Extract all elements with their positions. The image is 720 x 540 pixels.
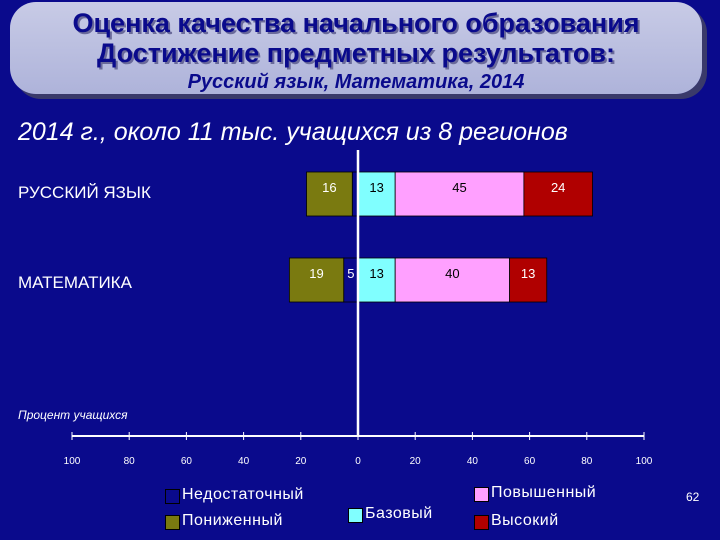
x-tick-label-3: 40 bbox=[238, 456, 250, 467]
legend-swatch-4 bbox=[474, 515, 489, 530]
bar-value-label-0-1: 16 bbox=[322, 180, 336, 195]
legend-swatch-3 bbox=[474, 487, 489, 502]
bar-value-label-1-1: 19 bbox=[309, 266, 323, 281]
bar-value-label-0-4: 24 bbox=[551, 180, 565, 195]
bars-group: 216134524519134013 bbox=[288, 171, 593, 303]
title-line-2: Достижение предметных результатов: bbox=[97, 38, 615, 68]
bar-value-label-0-3: 45 bbox=[452, 180, 466, 195]
legend-label-1: Пониженный bbox=[182, 512, 283, 529]
bar-0-2 bbox=[357, 171, 396, 217]
legend-swatch-1 bbox=[165, 515, 180, 530]
chart-subtitle: 2014 г., около 11 тыс. учащихся из 8 рег… bbox=[18, 118, 568, 146]
legend-label-3: Повышенный bbox=[491, 484, 597, 501]
bar-value-label-1-0: 5 bbox=[347, 266, 354, 281]
x-tick-label-0: 100 bbox=[64, 456, 81, 467]
bar-value-label-1-2: 13 bbox=[369, 266, 383, 281]
legend-label-4: Высокий bbox=[491, 512, 559, 529]
x-tick-label-9: 80 bbox=[581, 456, 593, 467]
category-label-russian: РУССКИЙ ЯЗЫК bbox=[18, 183, 151, 202]
bar-0-1 bbox=[306, 171, 353, 217]
bar-0-4 bbox=[523, 171, 593, 217]
bar-value-label-1-4: 13 bbox=[521, 266, 535, 281]
x-tick-label-2: 60 bbox=[181, 456, 193, 467]
bar-1-3 bbox=[394, 257, 510, 303]
x-axis-label: Процент учащихся bbox=[18, 408, 128, 422]
x-tick-label-1: 80 bbox=[124, 456, 136, 467]
x-tick-label-6: 20 bbox=[410, 456, 422, 467]
legend-label-2: Базовый bbox=[365, 505, 433, 522]
x-tick-label-7: 40 bbox=[467, 456, 479, 467]
title-banner: Оценка качества начального образования Д… bbox=[10, 2, 702, 94]
bar-1-1 bbox=[288, 257, 345, 303]
x-tick-label-5: 0 bbox=[355, 456, 361, 467]
title-line-1: Оценка качества начального образования bbox=[72, 8, 640, 38]
bar-1-4 bbox=[509, 257, 548, 303]
x-tick-label-10: 100 bbox=[636, 456, 653, 467]
legend-swatch-2 bbox=[348, 508, 363, 523]
category-label-math: МАТЕМАТИКА bbox=[18, 273, 132, 292]
legend-swatch-0 bbox=[165, 489, 180, 504]
slide-number: 62 bbox=[686, 490, 700, 504]
x-ticks-group: 100 80 60 40 20 0 20 40 60 80 100 bbox=[64, 432, 653, 467]
bar-value-label-0-2: 13 bbox=[369, 180, 383, 195]
legend-label-0: Недостаточный bbox=[182, 486, 304, 503]
bar-0-3 bbox=[394, 171, 525, 217]
x-tick-label-4: 20 bbox=[295, 456, 307, 467]
title-line-3: Русский язык, Математика, 2014 bbox=[187, 71, 525, 93]
bar-value-label-1-3: 40 bbox=[445, 266, 459, 281]
x-tick-label-8: 60 bbox=[524, 456, 536, 467]
